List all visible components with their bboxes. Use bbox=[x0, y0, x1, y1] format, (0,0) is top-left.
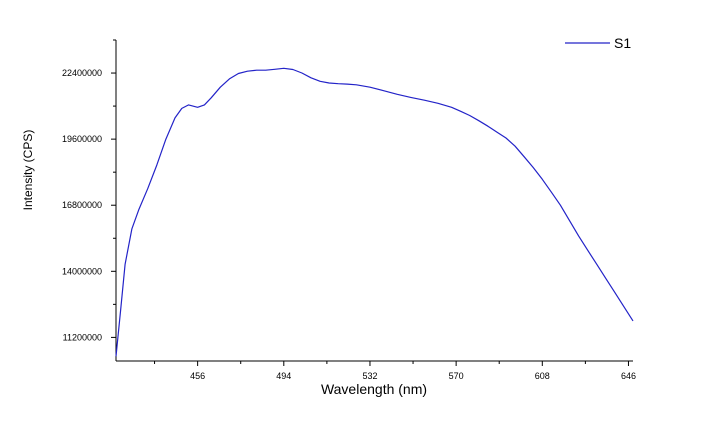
y-axis-title: Intensity (CPS) bbox=[21, 130, 35, 211]
y-tick-label: 22400000 bbox=[62, 68, 102, 78]
legend: S1 bbox=[565, 35, 631, 51]
y-tick-label: 11200000 bbox=[63, 332, 102, 342]
x-tick-label: 570 bbox=[449, 371, 464, 381]
series-line-0 bbox=[115, 67, 634, 357]
x-tick-label: 608 bbox=[535, 371, 550, 381]
x-tick-label: 646 bbox=[621, 371, 636, 381]
y-tick-label: 19600000 bbox=[62, 134, 102, 144]
y-axis: 11200000 14000000 16800000 19600000 22400000 bbox=[62, 39, 117, 361]
x-axis: 456 494 532 570 608 646 bbox=[116, 360, 636, 381]
x-axis-title: Wavelength (nm) bbox=[321, 381, 427, 397]
plot-area bbox=[115, 67, 634, 357]
y-tick-label: 16800000 bbox=[62, 200, 102, 210]
x-tick-label: 494 bbox=[276, 371, 291, 381]
legend-label-s1: S1 bbox=[614, 35, 631, 51]
x-tick-label: 456 bbox=[190, 371, 205, 381]
y-tick-label: 14000000 bbox=[62, 266, 102, 276]
x-tick-label: 532 bbox=[362, 371, 377, 381]
